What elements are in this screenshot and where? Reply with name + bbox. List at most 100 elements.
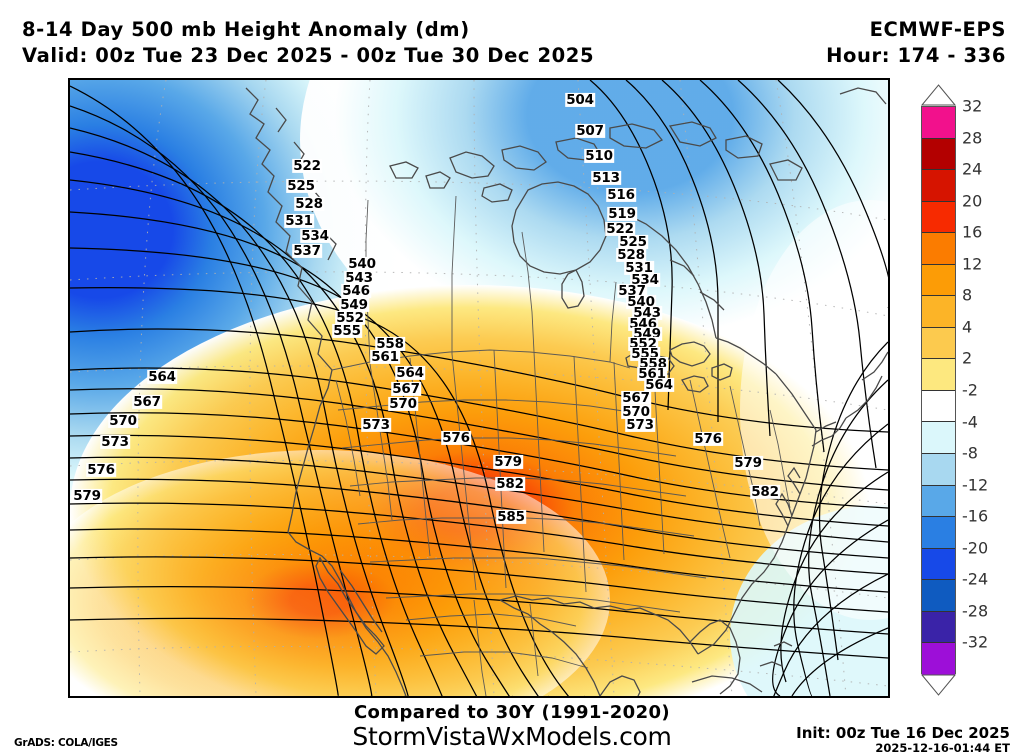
- colorbar-band: [922, 390, 955, 423]
- colorbar-tick-label: -16: [962, 506, 989, 526]
- contour-label: 564: [147, 368, 177, 385]
- map-header: 8-14 Day 500 mb Height Anomaly (dm) Vali…: [0, 0, 1024, 72]
- colorbar-tick-label: -24: [962, 569, 989, 589]
- colorbar-scale[interactable]: [921, 106, 956, 675]
- colorbar-tick-label: -8: [962, 443, 978, 463]
- colorbar-tick-label: -28: [962, 601, 989, 621]
- colorbar-tick-label: 12: [962, 254, 983, 274]
- weather-map[interactable]: 522 525 528 531 534 537 540 543 546 549 552 555 558 5…: [68, 78, 890, 698]
- contour-label: 540: [347, 255, 377, 272]
- contour-label: 510: [584, 147, 614, 164]
- contour-label: 570: [108, 412, 138, 429]
- model-name: ECMWF-EPS: [869, 18, 1006, 41]
- contour-label: 576: [693, 430, 723, 447]
- contour-label: 516: [606, 186, 636, 203]
- colorbar-tick-label: 8: [962, 285, 973, 305]
- colorbar[interactable]: [921, 84, 957, 696]
- init-timestamp: 2025-12-16-01:44 ET: [875, 741, 1010, 755]
- page-title: 8-14 Day 500 mb Height Anomaly (dm): [22, 18, 470, 41]
- colorbar-tick-label: -4: [962, 412, 978, 432]
- contour-label: 573: [625, 416, 655, 433]
- contour-label: 555: [332, 322, 362, 339]
- contour-label: 522: [292, 157, 322, 174]
- contour-label: 525: [286, 177, 316, 194]
- contour-label: 537: [617, 282, 647, 299]
- contour-label: 534: [630, 271, 660, 288]
- climatology-note: Compared to 30Y (1991-2020): [353, 702, 671, 723]
- colorbar-band: [922, 296, 955, 328]
- brand-watermark: StormVistaWxModels.com: [352, 722, 672, 751]
- contour-label: 576: [441, 429, 471, 446]
- colorbar-tick-label: 28: [962, 128, 983, 148]
- contour-label: 579: [733, 454, 763, 471]
- colorbar-tick-label: 20: [962, 191, 983, 211]
- contour-label: 570: [388, 395, 418, 412]
- contour-label: 537: [292, 242, 322, 259]
- contour-label: 561: [370, 348, 400, 365]
- contour-label: 573: [361, 416, 391, 433]
- colorbar-band: [922, 485, 955, 518]
- colorbar-bottom-cap: [921, 674, 956, 696]
- contour-label: 549: [339, 296, 369, 313]
- contour-label: 564: [644, 376, 674, 393]
- contour-label: 534: [300, 227, 330, 244]
- contour-label: 531: [284, 212, 314, 229]
- contour-label: 582: [495, 475, 525, 492]
- contour-label: 513: [591, 169, 621, 186]
- contour-label: 579: [72, 487, 102, 504]
- contour-label: 567: [621, 389, 651, 406]
- colorbar-band: [922, 548, 955, 581]
- contour-label: 567: [391, 380, 421, 397]
- contour-label: 519: [607, 205, 637, 222]
- colorbar-band: [922, 580, 955, 612]
- colorbar-band: [922, 422, 955, 455]
- contour-label: 504: [565, 91, 595, 108]
- contour-label: 570: [621, 403, 651, 420]
- colorbar-band: [922, 643, 955, 675]
- colorbar-tick-label: 16: [962, 222, 983, 242]
- colorbar-band: [922, 201, 955, 234]
- contour-label: 540: [626, 293, 656, 310]
- contour-label: 525: [618, 233, 648, 250]
- contour-label: 546: [341, 282, 371, 299]
- colorbar-band: [922, 611, 955, 644]
- colorbar-band: [922, 517, 955, 549]
- colorbar-tick-label: 32: [962, 96, 983, 116]
- contour-label: 567: [132, 393, 162, 410]
- colorbar-tick-label: 24: [962, 159, 983, 179]
- contour-label: 564: [395, 364, 425, 381]
- contour-label: 582: [750, 483, 780, 500]
- grads-credit: GrADS: COLA/IGES: [14, 737, 118, 749]
- forecast-hour-range: Hour: 174 - 336: [826, 44, 1006, 67]
- contour-label: 552: [335, 309, 365, 326]
- contour-label: 573: [100, 433, 130, 450]
- contour-label: 543: [344, 269, 374, 286]
- colorbar-band: [922, 454, 955, 486]
- colorbar-tick-label: -20: [962, 538, 989, 558]
- colorbar-band: [922, 327, 955, 360]
- colorbar-tick-label: -12: [962, 475, 989, 495]
- contour-label: 528: [616, 246, 646, 263]
- colorbar-tick-label: -2: [962, 380, 978, 400]
- colorbar-band: [922, 359, 955, 391]
- contour-label: 531: [624, 259, 654, 276]
- colorbar-band: [922, 107, 955, 139]
- contour-label: 579: [493, 453, 523, 470]
- contour-label: 522: [605, 220, 635, 237]
- colorbar-band: [922, 170, 955, 202]
- colorbar-band: [922, 233, 955, 265]
- contour-label: 558: [375, 335, 405, 352]
- colorbar-tick-label: 2: [962, 348, 973, 368]
- init-time: Init: 00z Tue 16 Dec 2025: [796, 724, 1010, 742]
- contour-label: 543: [632, 304, 662, 321]
- contour-label: 561: [637, 365, 667, 382]
- colorbar-top-cap: [921, 84, 956, 106]
- colorbar-tick-label: 4: [962, 317, 973, 337]
- contour-label: 585: [496, 508, 526, 525]
- valid-period: Valid: 00z Tue 23 Dec 2025 - 00z Tue 30 …: [22, 44, 595, 67]
- colorbar-band: [922, 264, 955, 297]
- colorbar-tick-label: -32: [962, 632, 989, 652]
- contour-label: 528: [294, 195, 324, 212]
- colorbar-band: [922, 138, 955, 171]
- contour-label: 507: [575, 122, 605, 139]
